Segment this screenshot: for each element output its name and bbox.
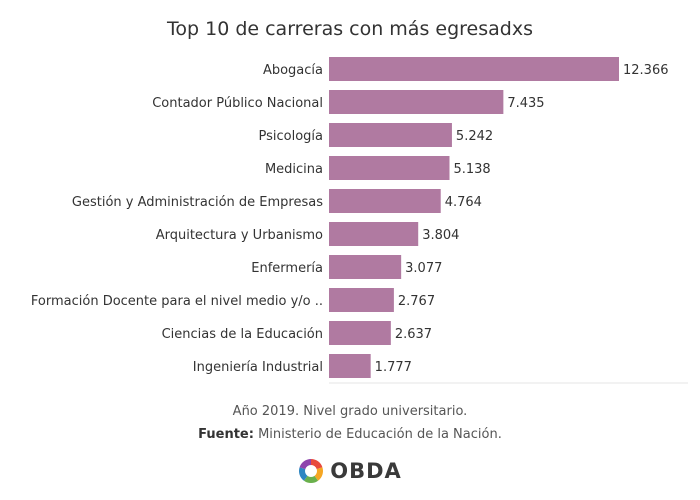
- chart-caption: Año 2019. Nivel grado universitario. Fue…: [0, 400, 700, 446]
- value-label-3: 5.138: [453, 162, 490, 177]
- value-label-9: 1.777: [375, 360, 412, 375]
- value-label-5: 3.804: [422, 228, 459, 243]
- caption-year-line: Año 2019. Nivel grado universitario.: [232, 404, 468, 419]
- logo-segment-3: [299, 467, 308, 481]
- bar-1: [329, 90, 504, 114]
- category-label-5: Arquitectura y Urbanismo: [156, 228, 323, 243]
- category-label-9: Ingeniería Industrial: [193, 360, 323, 375]
- bar-0: [329, 57, 619, 81]
- category-label-1: Contador Público Nacional: [152, 96, 323, 111]
- source-label: Fuente:: [198, 427, 254, 442]
- category-label-7: Formación Docente para el nivel medio y/…: [31, 294, 323, 309]
- category-label-8: Ciencias de la Educación: [162, 327, 323, 342]
- chart-title: Top 10 de carreras con más egresadxs: [167, 18, 533, 40]
- bar-5: [329, 222, 419, 246]
- bar-2: [329, 123, 452, 147]
- logo-segment-1: [314, 467, 324, 481]
- bar-chart: Abogacía 12.366 Contador Público Nacional 7…: [31, 57, 688, 384]
- category-label-2: Psicología: [259, 129, 324, 144]
- value-label-4: 4.764: [445, 195, 482, 210]
- bar-8: [329, 321, 391, 345]
- source-text: Ministerio de Educación de la Nación.: [258, 427, 502, 442]
- value-label-7: 2.767: [398, 294, 435, 309]
- logo-text: OBDA: [330, 459, 402, 483]
- category-label-6: Enfermería: [251, 261, 323, 276]
- bar-7: [329, 288, 394, 312]
- logo-segment-0: [310, 459, 323, 470]
- value-label-2: 5.242: [456, 129, 493, 144]
- value-label-8: 2.637: [395, 327, 432, 342]
- value-label-0: 12.366: [623, 63, 669, 78]
- value-label-1: 7.435: [507, 96, 544, 111]
- caption-source-line: Fuente: Ministerio de Educación de la Na…: [0, 423, 700, 446]
- logo-segment-4: [299, 459, 312, 470]
- category-label-0: Abogacía: [263, 63, 323, 78]
- bar-6: [329, 255, 402, 279]
- logo-segment-2: [304, 475, 319, 483]
- bar-4: [329, 189, 441, 213]
- bar-9: [329, 354, 371, 378]
- category-label-4: Gestión y Administración de Empresas: [72, 195, 323, 210]
- category-label-3: Medicina: [265, 162, 323, 177]
- obda-logo: OBDA: [0, 458, 700, 484]
- value-label-6: 3.077: [405, 261, 442, 276]
- obda-logo-icon: [299, 459, 324, 483]
- bar-3: [329, 156, 450, 180]
